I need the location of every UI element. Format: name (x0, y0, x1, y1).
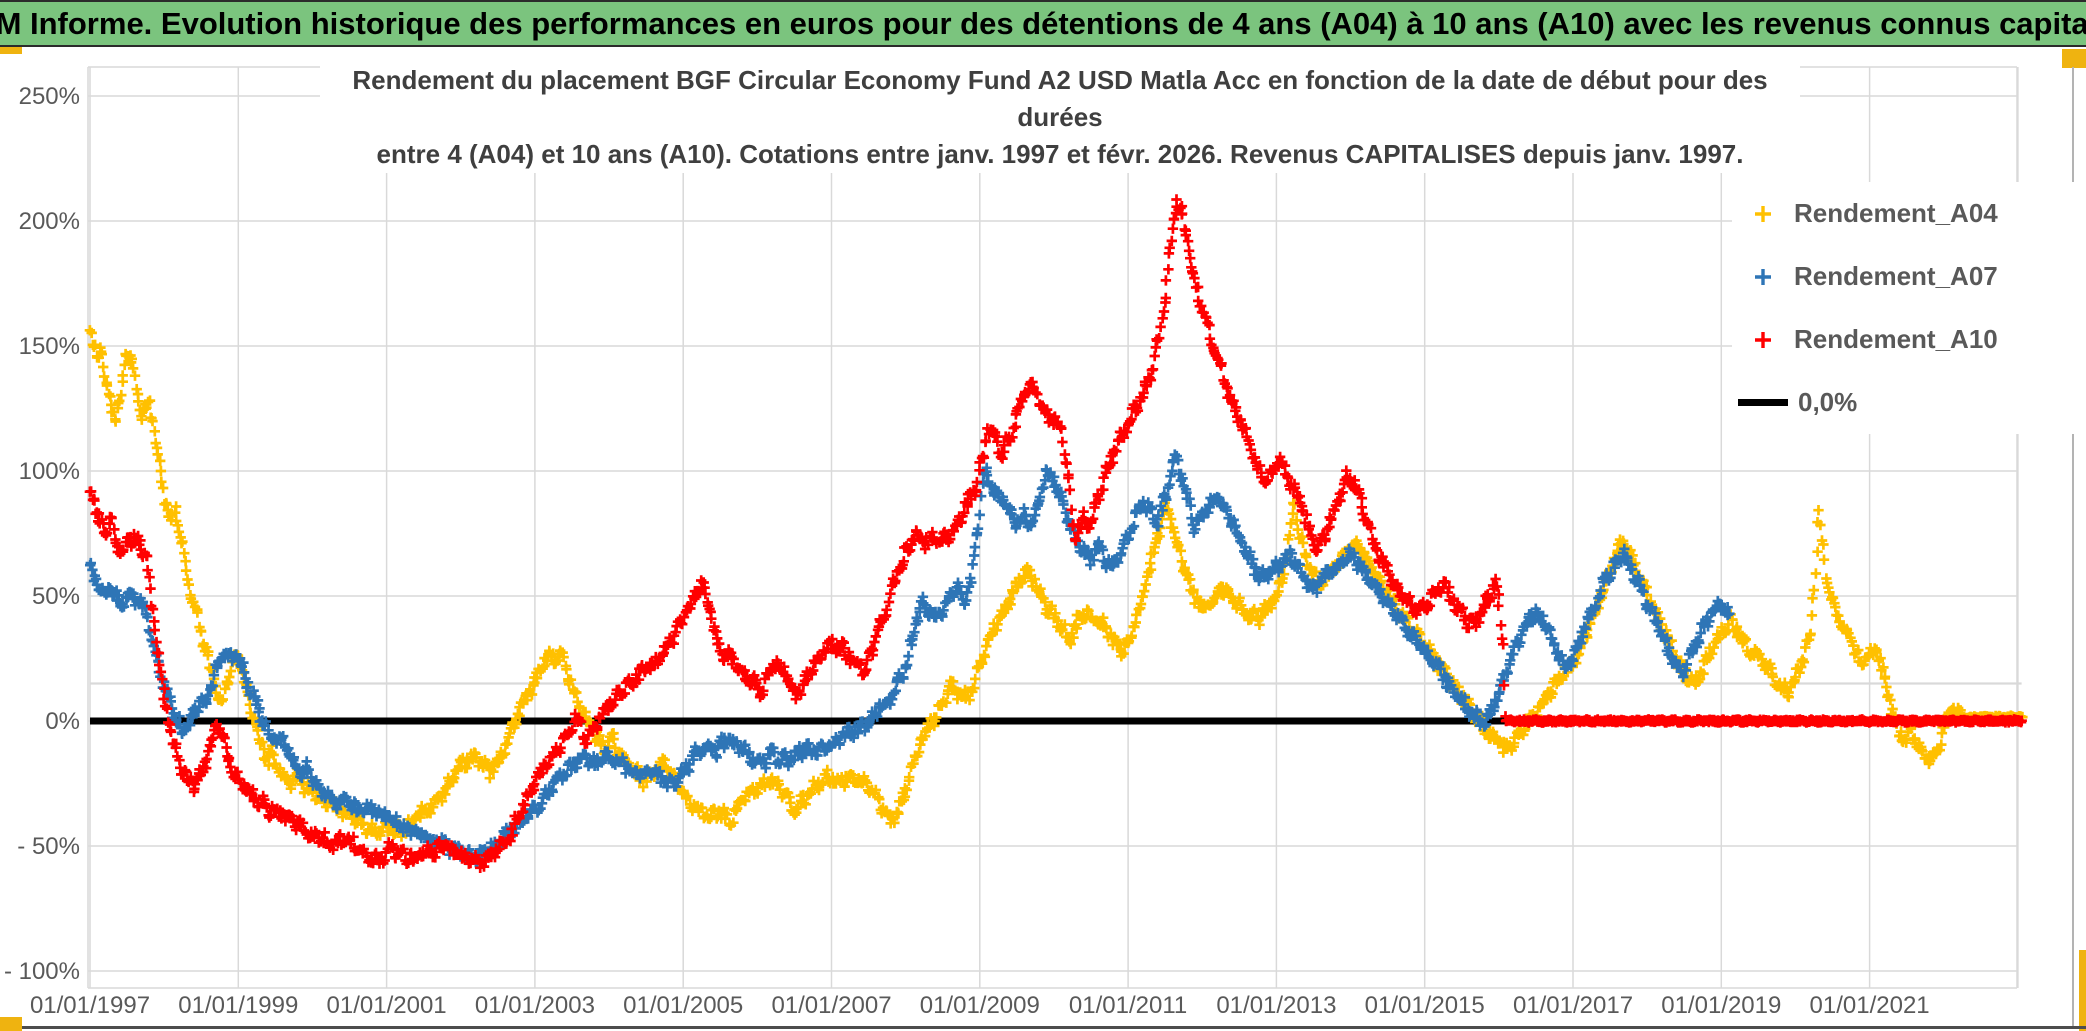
svg-text:250%: 250% (19, 83, 80, 110)
svg-text:0%: 0% (45, 708, 80, 735)
svg-text:- 100%: - 100% (4, 958, 80, 985)
svg-text:100%: 100% (19, 458, 80, 485)
svg-text:01/01/1999: 01/01/1999 (178, 992, 298, 1019)
accent-top-left (0, 47, 22, 54)
accent-top-right (2062, 49, 2086, 68)
legend-label-a10: Rendement_A10 (1794, 324, 1998, 354)
svg-text:200%: 200% (19, 208, 80, 235)
plus-marker-icon (1732, 265, 1794, 289)
header-title-bar: ADAM Informe. Evolution historique des p… (0, 0, 2086, 47)
svg-text:01/01/2007: 01/01/2007 (771, 992, 891, 1019)
svg-text:01/01/2009: 01/01/2009 (920, 992, 1040, 1019)
svg-text:- 50%: - 50% (17, 833, 80, 860)
svg-text:01/01/2017: 01/01/2017 (1513, 992, 1633, 1019)
accent-right-strip (2079, 950, 2086, 1031)
legend-label-a04: Rendement_A04 (1794, 198, 1998, 228)
svg-text:01/01/2013: 01/01/2013 (1216, 992, 1336, 1019)
svg-text:01/01/2003: 01/01/2003 (475, 992, 595, 1019)
plus-marker-icon (1732, 328, 1794, 352)
svg-text:150%: 150% (19, 333, 80, 360)
svg-text:01/01/2011: 01/01/2011 (1069, 992, 1187, 1019)
page-frame-bottom (22, 1026, 2086, 1029)
legend-item-zero-line: 0,0% (1732, 371, 2080, 434)
svg-text:01/01/2021: 01/01/2021 (1810, 992, 1930, 1019)
svg-text:01/01/2001: 01/01/2001 (327, 992, 447, 1019)
zero-line-icon (1738, 399, 1788, 406)
svg-text:01/01/1997: 01/01/1997 (30, 992, 150, 1019)
legend-label-a07: Rendement_A07 (1794, 261, 1998, 291)
header-title: ADAM Informe. Evolution historique des p… (0, 5, 2086, 41)
legend-item-a10: Rendement_A10 (1732, 308, 2080, 371)
svg-text:01/01/2019: 01/01/2019 (1661, 992, 1781, 1019)
legend-label-zero: 0,0% (1798, 387, 1858, 417)
plus-marker-icon (1732, 202, 1794, 226)
svg-text:01/01/2005: 01/01/2005 (623, 992, 743, 1019)
chart-title-line2: entre 4 (A04) et 10 ans (A10). Cotations… (376, 139, 1744, 169)
svg-text:50%: 50% (32, 583, 80, 610)
chart-legend: Rendement_A04 Rendement_A07 Rendement_A1… (1732, 182, 2080, 434)
legend-item-a04: Rendement_A04 (1732, 182, 2080, 245)
series-rendement_a10 (84, 194, 2027, 873)
legend-item-a07: Rendement_A07 (1732, 245, 2080, 308)
chart-title: Rendement du placement BGF Circular Econ… (320, 62, 1800, 173)
svg-text:01/01/2015: 01/01/2015 (1365, 992, 1485, 1019)
accent-bottom-left (0, 1017, 22, 1031)
chart-title-line1: Rendement du placement BGF Circular Econ… (352, 65, 1768, 132)
page-frame-right (2072, 67, 2074, 1028)
